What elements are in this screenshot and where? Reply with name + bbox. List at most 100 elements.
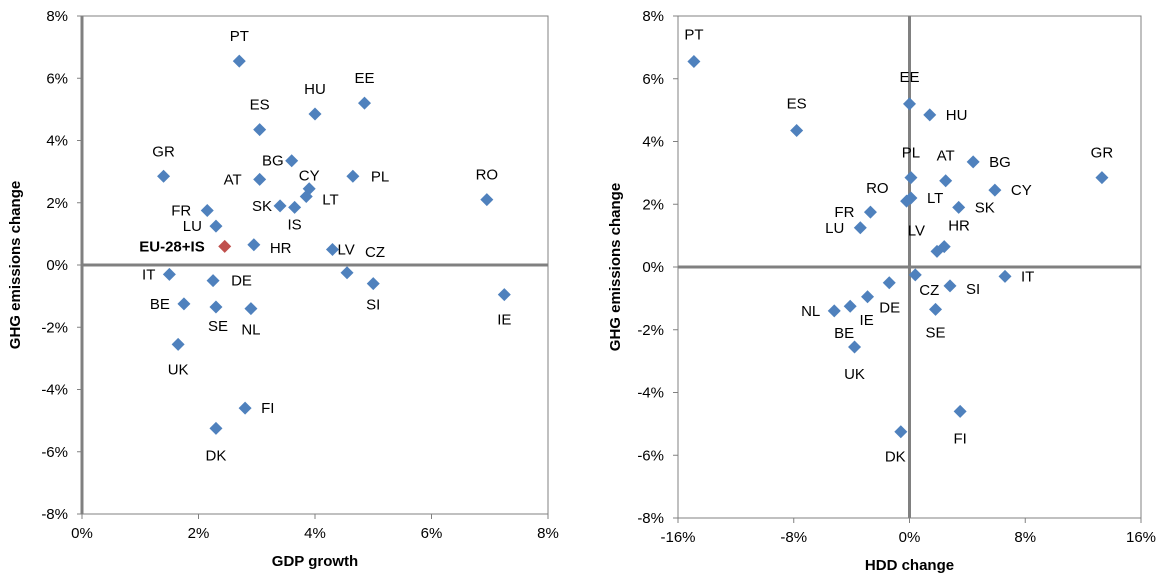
data-point — [790, 124, 804, 138]
data-point — [904, 191, 918, 205]
point-label: ES — [787, 96, 807, 113]
data-point — [1095, 171, 1109, 185]
point-label: DE — [231, 273, 252, 290]
point-label: GR — [1091, 145, 1114, 162]
point-label: PT — [684, 26, 703, 43]
x-tick-label: 2% — [188, 525, 210, 542]
data-point — [157, 169, 171, 183]
data-point — [998, 269, 1012, 283]
point-label: CZ — [919, 282, 939, 299]
point-label: NL — [801, 303, 820, 320]
data-point — [687, 54, 701, 68]
x-tick-label: 0% — [899, 529, 921, 546]
data-point — [923, 108, 937, 122]
point-label: IT — [1021, 268, 1034, 285]
y-tick-label: 4% — [642, 134, 664, 151]
y-tick-label: -6% — [637, 447, 664, 464]
data-point — [853, 221, 867, 235]
y-tick-label: 4% — [46, 133, 68, 150]
data-point — [843, 299, 857, 313]
data-point — [929, 302, 943, 316]
data-point — [903, 97, 916, 111]
point-label: IE — [860, 312, 874, 329]
point-label: BE — [834, 325, 854, 342]
data-point — [232, 54, 246, 68]
y-tick-label: -4% — [637, 385, 664, 402]
data-point — [273, 199, 287, 213]
y-tick-label: -8% — [637, 510, 664, 527]
point-label: ES — [250, 97, 270, 114]
point-label: LU — [183, 218, 202, 235]
data-point — [285, 154, 299, 168]
data-point — [238, 401, 252, 415]
data-point — [953, 404, 967, 418]
data-point — [209, 219, 223, 233]
point-label: DK — [885, 449, 906, 466]
x-tick-label: 4% — [304, 525, 326, 542]
data-point — [244, 302, 258, 316]
y-tick-label: 2% — [642, 196, 664, 213]
data-point — [206, 274, 220, 288]
y-axis-title: GHG emissions change — [7, 181, 24, 349]
data-point — [253, 123, 267, 137]
x-tick-label: 8% — [1014, 529, 1036, 546]
point-label: NL — [241, 322, 260, 339]
point-label: HR — [948, 218, 970, 235]
point-label: AT — [224, 171, 242, 188]
point-label: HR — [270, 240, 292, 257]
data-point — [171, 337, 185, 351]
data-point — [848, 340, 862, 354]
point-label: RO — [476, 167, 499, 184]
point-label: GR — [152, 143, 175, 160]
point-label: HU — [304, 81, 326, 98]
point-label: FR — [834, 204, 854, 221]
data-point — [861, 290, 875, 304]
data-point — [340, 266, 354, 280]
point-label: SI — [966, 281, 980, 298]
point-label: BE — [150, 296, 170, 313]
point-label: FI — [261, 400, 274, 417]
data-point — [162, 267, 176, 281]
point-label: DK — [206, 447, 227, 464]
data-point — [952, 200, 966, 214]
point-label: SE — [208, 318, 228, 335]
point-label: HU — [946, 107, 968, 124]
x-tick-label: 0% — [71, 525, 93, 542]
point-label: AT — [937, 148, 955, 165]
data-point — [908, 268, 922, 282]
point-label: IS — [288, 216, 302, 233]
data-point — [325, 242, 339, 256]
data-point — [177, 297, 191, 311]
data-point — [288, 200, 302, 214]
data-point — [308, 107, 322, 121]
point-label: DE — [879, 300, 900, 317]
data-point — [253, 172, 267, 186]
y-tick-label: 8% — [642, 8, 664, 25]
data-point — [209, 421, 223, 435]
x-axis-title: HDD change — [865, 557, 954, 574]
data-point — [209, 300, 223, 314]
data-point — [937, 240, 951, 254]
y-tick-label: 8% — [46, 8, 68, 25]
data-point — [988, 183, 1002, 197]
data-point — [247, 238, 261, 252]
point-label: EE — [355, 70, 375, 87]
point-label: EU-28+IS — [139, 238, 204, 255]
point-label: IT — [142, 266, 155, 283]
data-point — [480, 193, 494, 207]
y-axis-title: GHG emissions change — [607, 183, 624, 351]
point-label: UK — [168, 361, 189, 378]
y-tick-label: -2% — [41, 319, 68, 336]
point-label: IE — [497, 312, 511, 329]
data-point — [218, 239, 232, 253]
point-label: SI — [366, 297, 380, 314]
point-label: RO — [866, 180, 889, 197]
point-label: LT — [322, 192, 338, 209]
y-tick-label: -4% — [41, 382, 68, 399]
point-label: SK — [252, 198, 272, 215]
data-point — [943, 279, 957, 293]
point-label: UK — [844, 366, 865, 383]
x-tick-label: 8% — [537, 525, 559, 542]
data-point — [882, 276, 896, 290]
